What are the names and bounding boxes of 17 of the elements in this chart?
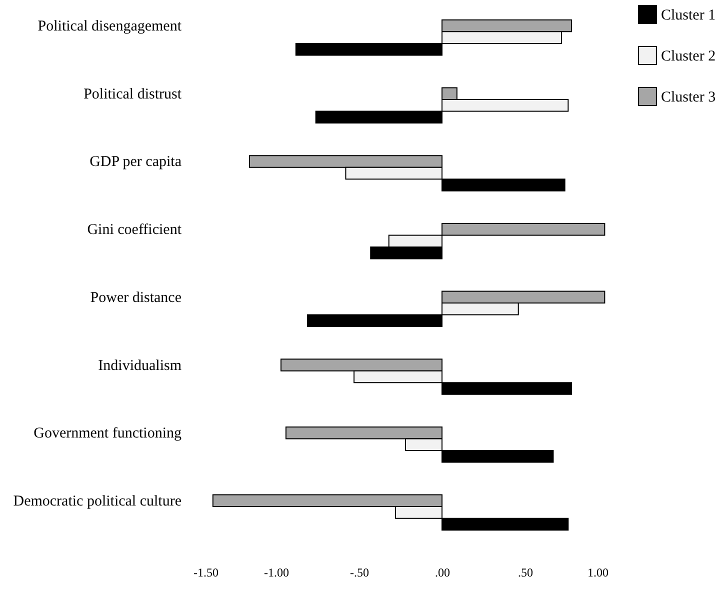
y-tick-label: GDP per capita <box>90 154 182 170</box>
y-tick-label: Government functioning <box>34 426 182 442</box>
x-tick-label: .00 <box>435 566 450 580</box>
y-tick-label: Political distrust <box>84 86 182 102</box>
x-tick-label: -.50 <box>350 566 369 580</box>
legend-label: Cluster 3 <box>661 90 716 106</box>
x-tick-label: -1.00 <box>264 566 289 580</box>
y-tick-label: Gini coefficient <box>87 222 182 238</box>
y-tick-label: Power distance <box>90 290 182 306</box>
x-tick-label: .50 <box>518 566 533 580</box>
y-tick-label: Individualism <box>98 358 182 374</box>
legend-label: Cluster 1 <box>661 8 716 24</box>
x-tick-label: -1.50 <box>194 566 218 580</box>
y-tick-label: Political disengagement <box>38 18 182 35</box>
x-tick-label: 1.00 <box>588 566 608 580</box>
y-tick-label: Democratic political culture <box>13 493 182 510</box>
legend-label: Cluster 2 <box>661 48 716 64</box>
